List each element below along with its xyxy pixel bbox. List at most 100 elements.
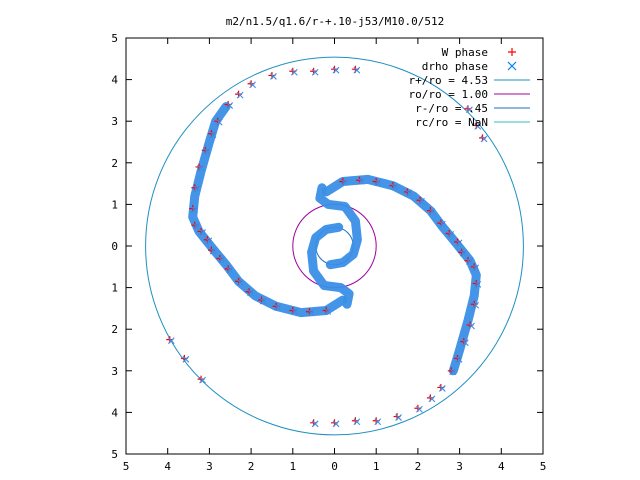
drho-phase-point bbox=[466, 258, 473, 265]
drho-phase-point bbox=[357, 177, 365, 185]
drho-phase-point bbox=[259, 297, 267, 305]
x-tick-label: 1 bbox=[289, 460, 296, 473]
drho-phase-point bbox=[449, 368, 457, 376]
drho-phase-point bbox=[290, 308, 298, 315]
x-tick-label: 1 bbox=[373, 460, 380, 473]
legend-label: W phase bbox=[442, 46, 488, 59]
legend-marker bbox=[507, 61, 517, 71]
x-tick-label: 2 bbox=[415, 460, 422, 473]
drho-phase-point bbox=[203, 147, 211, 155]
drho-phase-point bbox=[468, 322, 475, 330]
arm-inner-a bbox=[315, 183, 362, 270]
drho-phase-point bbox=[192, 222, 200, 230]
drho-phase-point bbox=[428, 208, 436, 216]
drho-phase-point bbox=[311, 68, 319, 76]
spiral-arms bbox=[188, 102, 481, 376]
drho-phase-point bbox=[461, 339, 469, 347]
drho-phase-point bbox=[226, 102, 234, 109]
y-tick-label: 3 bbox=[111, 365, 118, 378]
legend-label: drho phase bbox=[422, 60, 488, 73]
drho-phase-point bbox=[340, 179, 348, 186]
drho-phase-point bbox=[274, 303, 282, 311]
legend-label: ro/ro = 1.00 bbox=[409, 88, 488, 101]
legend-marker bbox=[508, 48, 516, 56]
drho-phase-point bbox=[428, 395, 436, 403]
drho-phase-point bbox=[167, 337, 175, 344]
drho-phase-point bbox=[438, 385, 446, 392]
drho-phase-point bbox=[311, 420, 319, 428]
drho-phase-point bbox=[374, 179, 382, 186]
drho-phase-point bbox=[192, 185, 200, 193]
drho-phase-point bbox=[455, 239, 463, 247]
x-tick-label: 4 bbox=[164, 460, 171, 473]
drho-phase-point bbox=[247, 289, 254, 297]
y-tick-label: 2 bbox=[111, 323, 118, 336]
drho-phase-point bbox=[353, 418, 361, 426]
x-tick-label: 5 bbox=[123, 460, 130, 473]
drho-phase-point bbox=[215, 118, 223, 126]
drho-phase-point bbox=[332, 420, 340, 428]
drho-phase-point bbox=[290, 68, 298, 76]
chart-title: m2/n1.5/q1.6/r-+.10-j53/M10.0/512 bbox=[226, 15, 445, 28]
drho-phase-point bbox=[209, 247, 217, 255]
x-tick-label: 4 bbox=[498, 460, 505, 473]
drho-phase-point bbox=[395, 414, 402, 421]
circle-ro-ro-1-00 bbox=[292, 203, 377, 289]
drho-phase-point bbox=[374, 418, 382, 426]
drho-phase-point bbox=[190, 206, 198, 213]
y-tick-label: 0 bbox=[111, 240, 118, 253]
y-tick-label: 1 bbox=[111, 282, 118, 295]
drho-phase-point bbox=[390, 183, 398, 191]
drho-phase-point bbox=[205, 237, 213, 245]
y-tick-label: 4 bbox=[111, 406, 118, 419]
y-tick-label: 5 bbox=[111, 448, 118, 461]
drho-phase-point bbox=[307, 309, 315, 317]
drho-phase-point bbox=[249, 81, 256, 89]
drho-phase-point bbox=[480, 135, 488, 143]
drho-phase-point bbox=[474, 122, 482, 130]
x-tick-label: 3 bbox=[456, 460, 463, 473]
drho-phase-point bbox=[474, 281, 482, 288]
drho-phase-point bbox=[217, 256, 225, 263]
drho-phase-point bbox=[236, 278, 244, 286]
drho-phase-point bbox=[416, 405, 423, 413]
drho-phase-point bbox=[270, 73, 277, 80]
x-tick-label: 2 bbox=[248, 460, 255, 473]
y-tick-label: 4 bbox=[111, 74, 118, 87]
drho-phase-point bbox=[209, 131, 217, 139]
y-tick-label: 2 bbox=[111, 157, 118, 170]
drho-phase-point bbox=[197, 164, 204, 172]
drho-phase-point bbox=[199, 229, 206, 236]
drho-phase-point bbox=[472, 301, 480, 309]
drho-phase-point bbox=[199, 376, 206, 384]
drho-phase-point bbox=[455, 355, 463, 363]
phase-points bbox=[166, 65, 488, 428]
drho-phase-point bbox=[418, 197, 425, 205]
circle-r-ro-4-53 bbox=[145, 56, 524, 436]
legend-label: r+/ro = 4.53 bbox=[409, 74, 488, 87]
arm-inner-b bbox=[307, 222, 354, 309]
drho-phase-point bbox=[405, 189, 413, 197]
drho-phase-point bbox=[472, 264, 480, 272]
y-tick-label: 1 bbox=[111, 198, 118, 211]
legend-label: rc/ro = NaN bbox=[415, 116, 488, 129]
x-tick-label: 0 bbox=[331, 460, 338, 473]
drho-phase-point bbox=[438, 220, 446, 228]
drho-phase-point bbox=[332, 66, 340, 74]
x-tick-label: 5 bbox=[540, 460, 547, 473]
drho-phase-point bbox=[226, 266, 234, 274]
y-tick-label: 3 bbox=[111, 115, 118, 128]
y-tick-label: 5 bbox=[111, 32, 118, 45]
drho-phase-point bbox=[324, 308, 332, 315]
drho-phase-point bbox=[447, 231, 455, 238]
drho-phase-point bbox=[236, 91, 244, 99]
drho-phase-point bbox=[466, 106, 473, 114]
x-tick-label: 3 bbox=[206, 460, 213, 473]
legend-label: r-/ro = .45 bbox=[415, 102, 488, 115]
drho-phase-point bbox=[459, 249, 467, 257]
drho-phase-point bbox=[182, 355, 190, 363]
drho-phase-point bbox=[353, 66, 361, 74]
